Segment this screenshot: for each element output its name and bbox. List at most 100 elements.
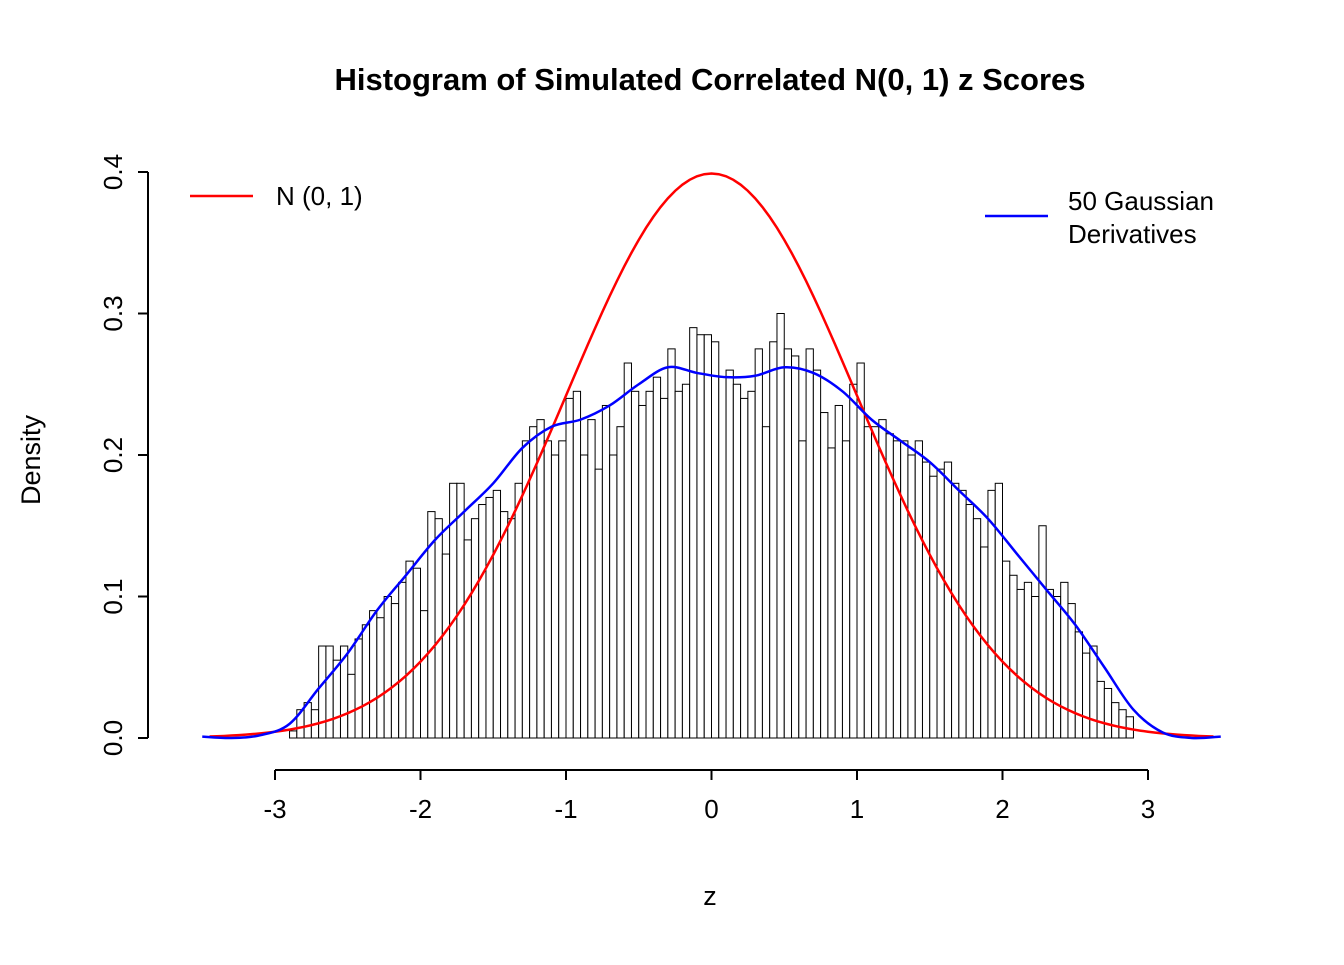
histogram-bar	[645, 390, 654, 739]
histogram-bar	[405, 560, 414, 739]
histogram-bar	[718, 376, 727, 739]
histogram-bar	[914, 440, 923, 739]
histogram-bar	[507, 518, 516, 739]
chart-dynamic-layer: 0.0 0.1 0.2 0.3 0.4 -3 -2 -1 0 1 2 3	[98, 154, 1221, 824]
histogram-bar	[660, 397, 669, 739]
histogram-bar	[1023, 581, 1033, 739]
x-tick-label: 0	[704, 794, 718, 824]
legend-label-gaussian-derivatives-line1: 50 Gaussian	[1068, 186, 1214, 216]
y-axis: 0.0 0.1 0.2 0.3 0.4	[98, 154, 149, 756]
histogram-bar	[616, 426, 625, 739]
histogram-bar	[383, 596, 392, 739]
histogram-bar	[390, 603, 400, 739]
histogram-bar	[500, 511, 509, 739]
histogram-bar	[550, 454, 560, 739]
histogram-bar	[834, 404, 843, 739]
histogram-bar	[994, 482, 1003, 739]
histogram-bar	[943, 461, 953, 739]
histogram-bar	[412, 567, 422, 739]
histogram-bar	[907, 454, 916, 739]
histogram-bars	[289, 313, 1134, 739]
histogram-bar	[936, 468, 945, 739]
histogram-bar	[703, 334, 712, 739]
histogram-bar	[1111, 702, 1120, 739]
normal-density-curve	[209, 172, 1214, 738]
histogram-bar	[369, 610, 378, 739]
histogram-bar	[725, 369, 734, 739]
histogram-bar	[761, 426, 771, 739]
histogram-bar	[289, 730, 298, 739]
histogram-bar	[536, 419, 545, 739]
histogram-bar	[1096, 680, 1105, 739]
histogram-bar	[594, 468, 603, 739]
histogram-bar	[740, 397, 749, 739]
x-tick-label: -2	[409, 794, 432, 824]
histogram-bar	[783, 348, 793, 739]
histogram-bar	[1118, 709, 1127, 739]
histogram-bar	[1038, 525, 1047, 739]
histogram-bar	[470, 518, 480, 739]
histogram-bar	[754, 348, 763, 739]
histogram-bar	[434, 518, 443, 739]
histogram-bar	[863, 426, 873, 739]
histogram-bar	[601, 404, 611, 739]
x-tick-label: 3	[1141, 794, 1155, 824]
histogram-bar	[1074, 631, 1084, 739]
histogram-bar	[1016, 588, 1025, 739]
chart-title: Histogram of Simulated Correlated N(0, 1…	[334, 62, 1085, 97]
histogram-bar	[878, 419, 887, 739]
y-axis-label: Density	[16, 414, 46, 505]
histogram-bar	[805, 348, 814, 739]
x-tick-label: -3	[263, 794, 286, 824]
histogram-bar	[1060, 581, 1069, 739]
histogram-bar	[929, 475, 938, 739]
histogram-bar	[398, 581, 407, 739]
histogram-bar	[871, 426, 880, 739]
histogram-bar	[587, 419, 596, 739]
histogram-bar	[478, 504, 487, 739]
histogram-bar	[1002, 560, 1011, 739]
histogram-bar	[325, 645, 334, 739]
histogram-bar	[463, 539, 472, 739]
histogram-bar	[820, 412, 829, 739]
histogram-bar	[769, 341, 778, 739]
y-tick-label: 0.1	[98, 578, 128, 614]
histogram-bar	[1089, 645, 1098, 739]
histogram-bar	[732, 383, 742, 739]
histogram-bar	[1103, 687, 1113, 739]
x-tick-label: 2	[995, 794, 1009, 824]
histogram-bar	[609, 454, 618, 739]
histogram-bar	[558, 440, 567, 739]
histogram-bar	[514, 482, 523, 739]
histogram-bar	[711, 341, 720, 739]
histogram-bar	[623, 362, 632, 739]
histogram-bar	[747, 390, 756, 739]
x-axis-label: z	[703, 881, 717, 911]
y-tick-label: 0.4	[98, 154, 128, 190]
histogram-bar	[652, 376, 662, 739]
histogram-bar	[776, 313, 785, 739]
histogram-bar	[827, 447, 836, 739]
histogram-bar	[696, 334, 705, 739]
histogram-bar	[543, 440, 552, 739]
histogram-bar	[667, 348, 676, 739]
histogram-bar	[420, 610, 429, 739]
histogram-bar	[791, 355, 800, 739]
histogram-bar	[812, 369, 822, 739]
x-tick-label: -1	[554, 794, 577, 824]
histogram-bar	[900, 440, 909, 739]
histogram-bar	[376, 617, 385, 739]
histogram-bar	[689, 327, 698, 739]
y-tick-label: 0.2	[98, 437, 128, 473]
histogram-bar	[1052, 596, 1062, 739]
histogram-bar	[841, 440, 851, 739]
histogram-bar	[681, 383, 691, 739]
histogram-bar	[798, 440, 807, 739]
histogram-bar	[361, 624, 371, 739]
histogram-bar	[572, 390, 582, 739]
legend-label-gaussian-derivatives-line2: Derivatives	[1068, 219, 1197, 249]
histogram-bar	[565, 397, 574, 739]
histogram-bar	[951, 482, 960, 739]
histogram-bar	[1009, 574, 1018, 739]
histogram-bar	[630, 390, 640, 739]
